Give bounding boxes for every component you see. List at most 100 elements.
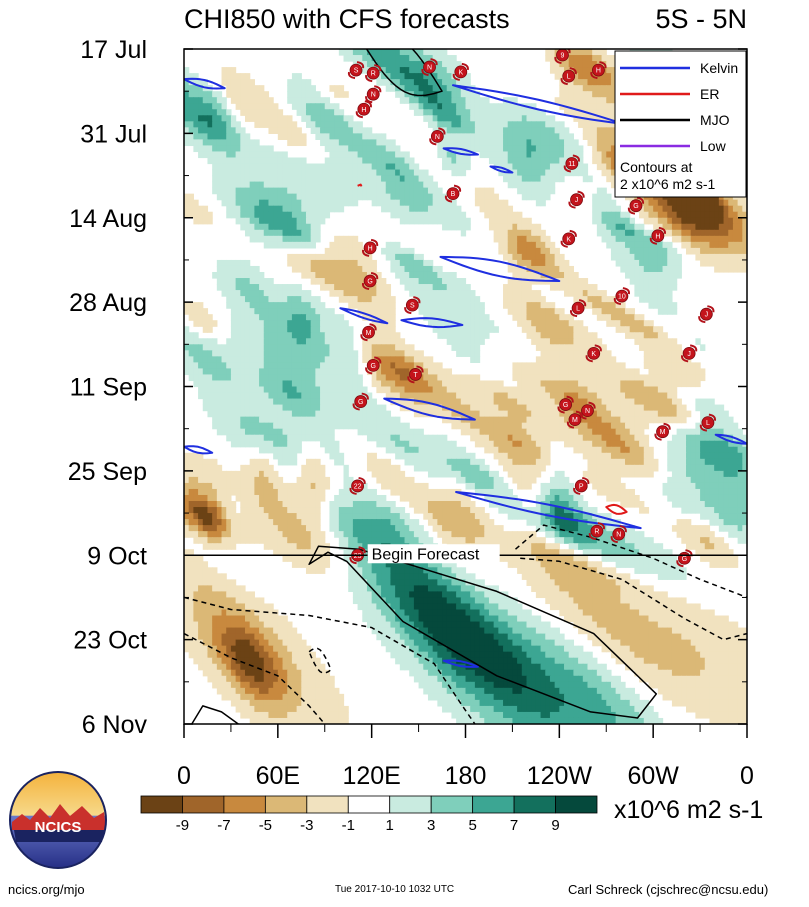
anomaly-cell <box>465 344 471 351</box>
anomaly-cell <box>437 145 443 153</box>
anomaly-cell <box>606 121 612 128</box>
anomaly-cell <box>235 265 241 273</box>
anomaly-cell <box>456 278 462 285</box>
anomaly-cell <box>690 374 696 382</box>
anomaly-cell <box>296 356 302 363</box>
anomaly-cell <box>686 410 692 418</box>
anomaly-cell <box>366 163 373 171</box>
anomaly-cell <box>643 350 650 357</box>
anomaly-cell <box>531 253 537 261</box>
anomaly-cell <box>413 181 420 189</box>
anomaly-cell <box>493 103 499 110</box>
anomaly-cell <box>559 97 565 104</box>
anomaly-cell <box>212 103 218 110</box>
anomaly-cell <box>526 235 532 243</box>
anomaly-cell <box>291 217 298 225</box>
anomaly-cell <box>587 392 593 400</box>
anomaly-cell <box>625 223 631 231</box>
anomaly-cell <box>249 302 255 309</box>
anomaly-cell <box>488 404 495 412</box>
anomaly-cell <box>366 61 373 68</box>
anomaly-cell <box>343 139 349 147</box>
anomaly-cell <box>446 211 453 219</box>
anomaly-cell <box>676 344 682 351</box>
anomaly-cell <box>676 205 682 213</box>
anomaly-cell <box>681 229 687 237</box>
anomaly-cell <box>282 416 288 424</box>
anomaly-cell <box>559 73 565 80</box>
anomaly-cell <box>517 145 523 153</box>
anomaly-cell <box>202 217 209 225</box>
anomaly-cell <box>320 422 326 430</box>
anomaly-cell <box>643 241 650 249</box>
anomaly-cell <box>362 253 368 261</box>
anomaly-cell <box>212 356 218 363</box>
anomaly-cell <box>296 217 302 225</box>
anomaly-cell <box>404 163 410 171</box>
anomaly-cell <box>582 61 589 68</box>
anomaly-cell <box>446 290 453 297</box>
anomaly-cell <box>390 187 396 195</box>
anomaly-cell <box>479 398 485 406</box>
anomaly-cell <box>254 85 260 92</box>
anomaly-cell <box>540 193 546 201</box>
anomaly-cell <box>615 259 621 267</box>
anomaly-cell <box>732 235 739 243</box>
anomaly-cell <box>540 241 546 249</box>
anomaly-cell <box>207 151 213 159</box>
anomaly-cell <box>193 115 199 122</box>
anomaly-cell <box>259 151 265 159</box>
anomaly-cell <box>404 422 410 430</box>
anomaly-cell <box>418 386 424 394</box>
anomaly-cell <box>244 109 251 116</box>
anomaly-cell <box>254 151 260 159</box>
anomaly-cell <box>244 175 251 183</box>
anomaly-cell <box>216 356 223 363</box>
anomaly-cell <box>643 332 650 339</box>
anomaly-cell <box>324 121 331 128</box>
anomaly-cell <box>418 362 424 370</box>
anomaly-cell <box>545 139 551 147</box>
anomaly-cell <box>676 235 682 243</box>
anomaly-cell <box>690 362 696 370</box>
anomaly-cell <box>235 103 241 110</box>
anomaly-cell <box>535 302 542 309</box>
anomaly-cell <box>596 127 603 134</box>
anomaly-cell <box>465 133 471 141</box>
anomaly-cell <box>216 344 223 351</box>
anomaly-cell <box>484 145 490 153</box>
anomaly-cell <box>460 374 467 382</box>
anomaly-cell <box>549 404 556 412</box>
anomaly-cell <box>268 416 274 424</box>
anomaly-cell <box>404 211 410 219</box>
anomaly-cell <box>732 211 739 219</box>
anomaly-cell <box>263 380 270 388</box>
anomaly-cell <box>244 344 251 351</box>
anomaly-cell <box>446 103 453 110</box>
anomaly-cell <box>240 133 246 141</box>
anomaly-cell <box>653 265 659 273</box>
anomaly-cell <box>484 422 490 430</box>
anomaly-cell <box>254 103 260 110</box>
anomaly-cell <box>207 103 213 110</box>
anomaly-cell <box>531 187 537 195</box>
anomaly-cell <box>657 356 664 363</box>
anomaly-cell <box>221 199 227 207</box>
anomaly-cell <box>587 284 593 291</box>
anomaly-cell <box>427 217 434 225</box>
anomaly-cell <box>540 253 546 261</box>
anomaly-cell <box>596 211 603 219</box>
anomaly-cell <box>381 332 387 339</box>
anomaly-cell <box>259 350 265 357</box>
anomaly-cell <box>334 151 340 159</box>
anomaly-cell <box>268 326 274 333</box>
anomaly-cell <box>305 163 312 171</box>
anomaly-cell <box>484 332 490 339</box>
anomaly-cell <box>310 278 316 285</box>
anomaly-cell <box>385 139 392 147</box>
anomaly-cell <box>484 139 490 147</box>
anomaly-cell <box>334 163 340 171</box>
anomaly-cell <box>470 392 476 400</box>
anomaly-cell <box>479 332 485 339</box>
anomaly-cell <box>301 265 307 273</box>
